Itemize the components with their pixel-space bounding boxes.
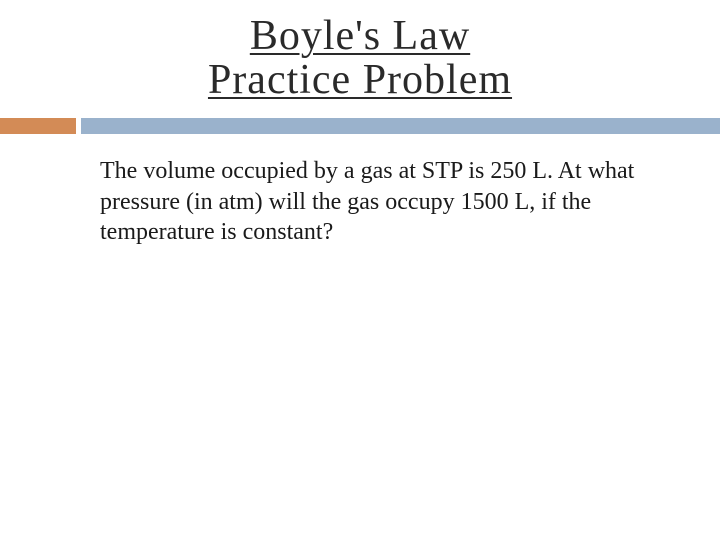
title-line-1: Boyle's Law xyxy=(250,13,470,59)
accent-bar xyxy=(0,118,720,134)
accent-bar-orange xyxy=(0,118,76,134)
problem-text: The volume occupied by a gas at STP is 2… xyxy=(100,156,650,248)
title-line-2: Practice Problem xyxy=(208,57,512,103)
accent-bar-blue xyxy=(81,118,720,134)
slide-title: Boyle's Law Practice Problem xyxy=(0,14,720,102)
slide: Boyle's Law Practice Problem The volume … xyxy=(0,0,720,540)
